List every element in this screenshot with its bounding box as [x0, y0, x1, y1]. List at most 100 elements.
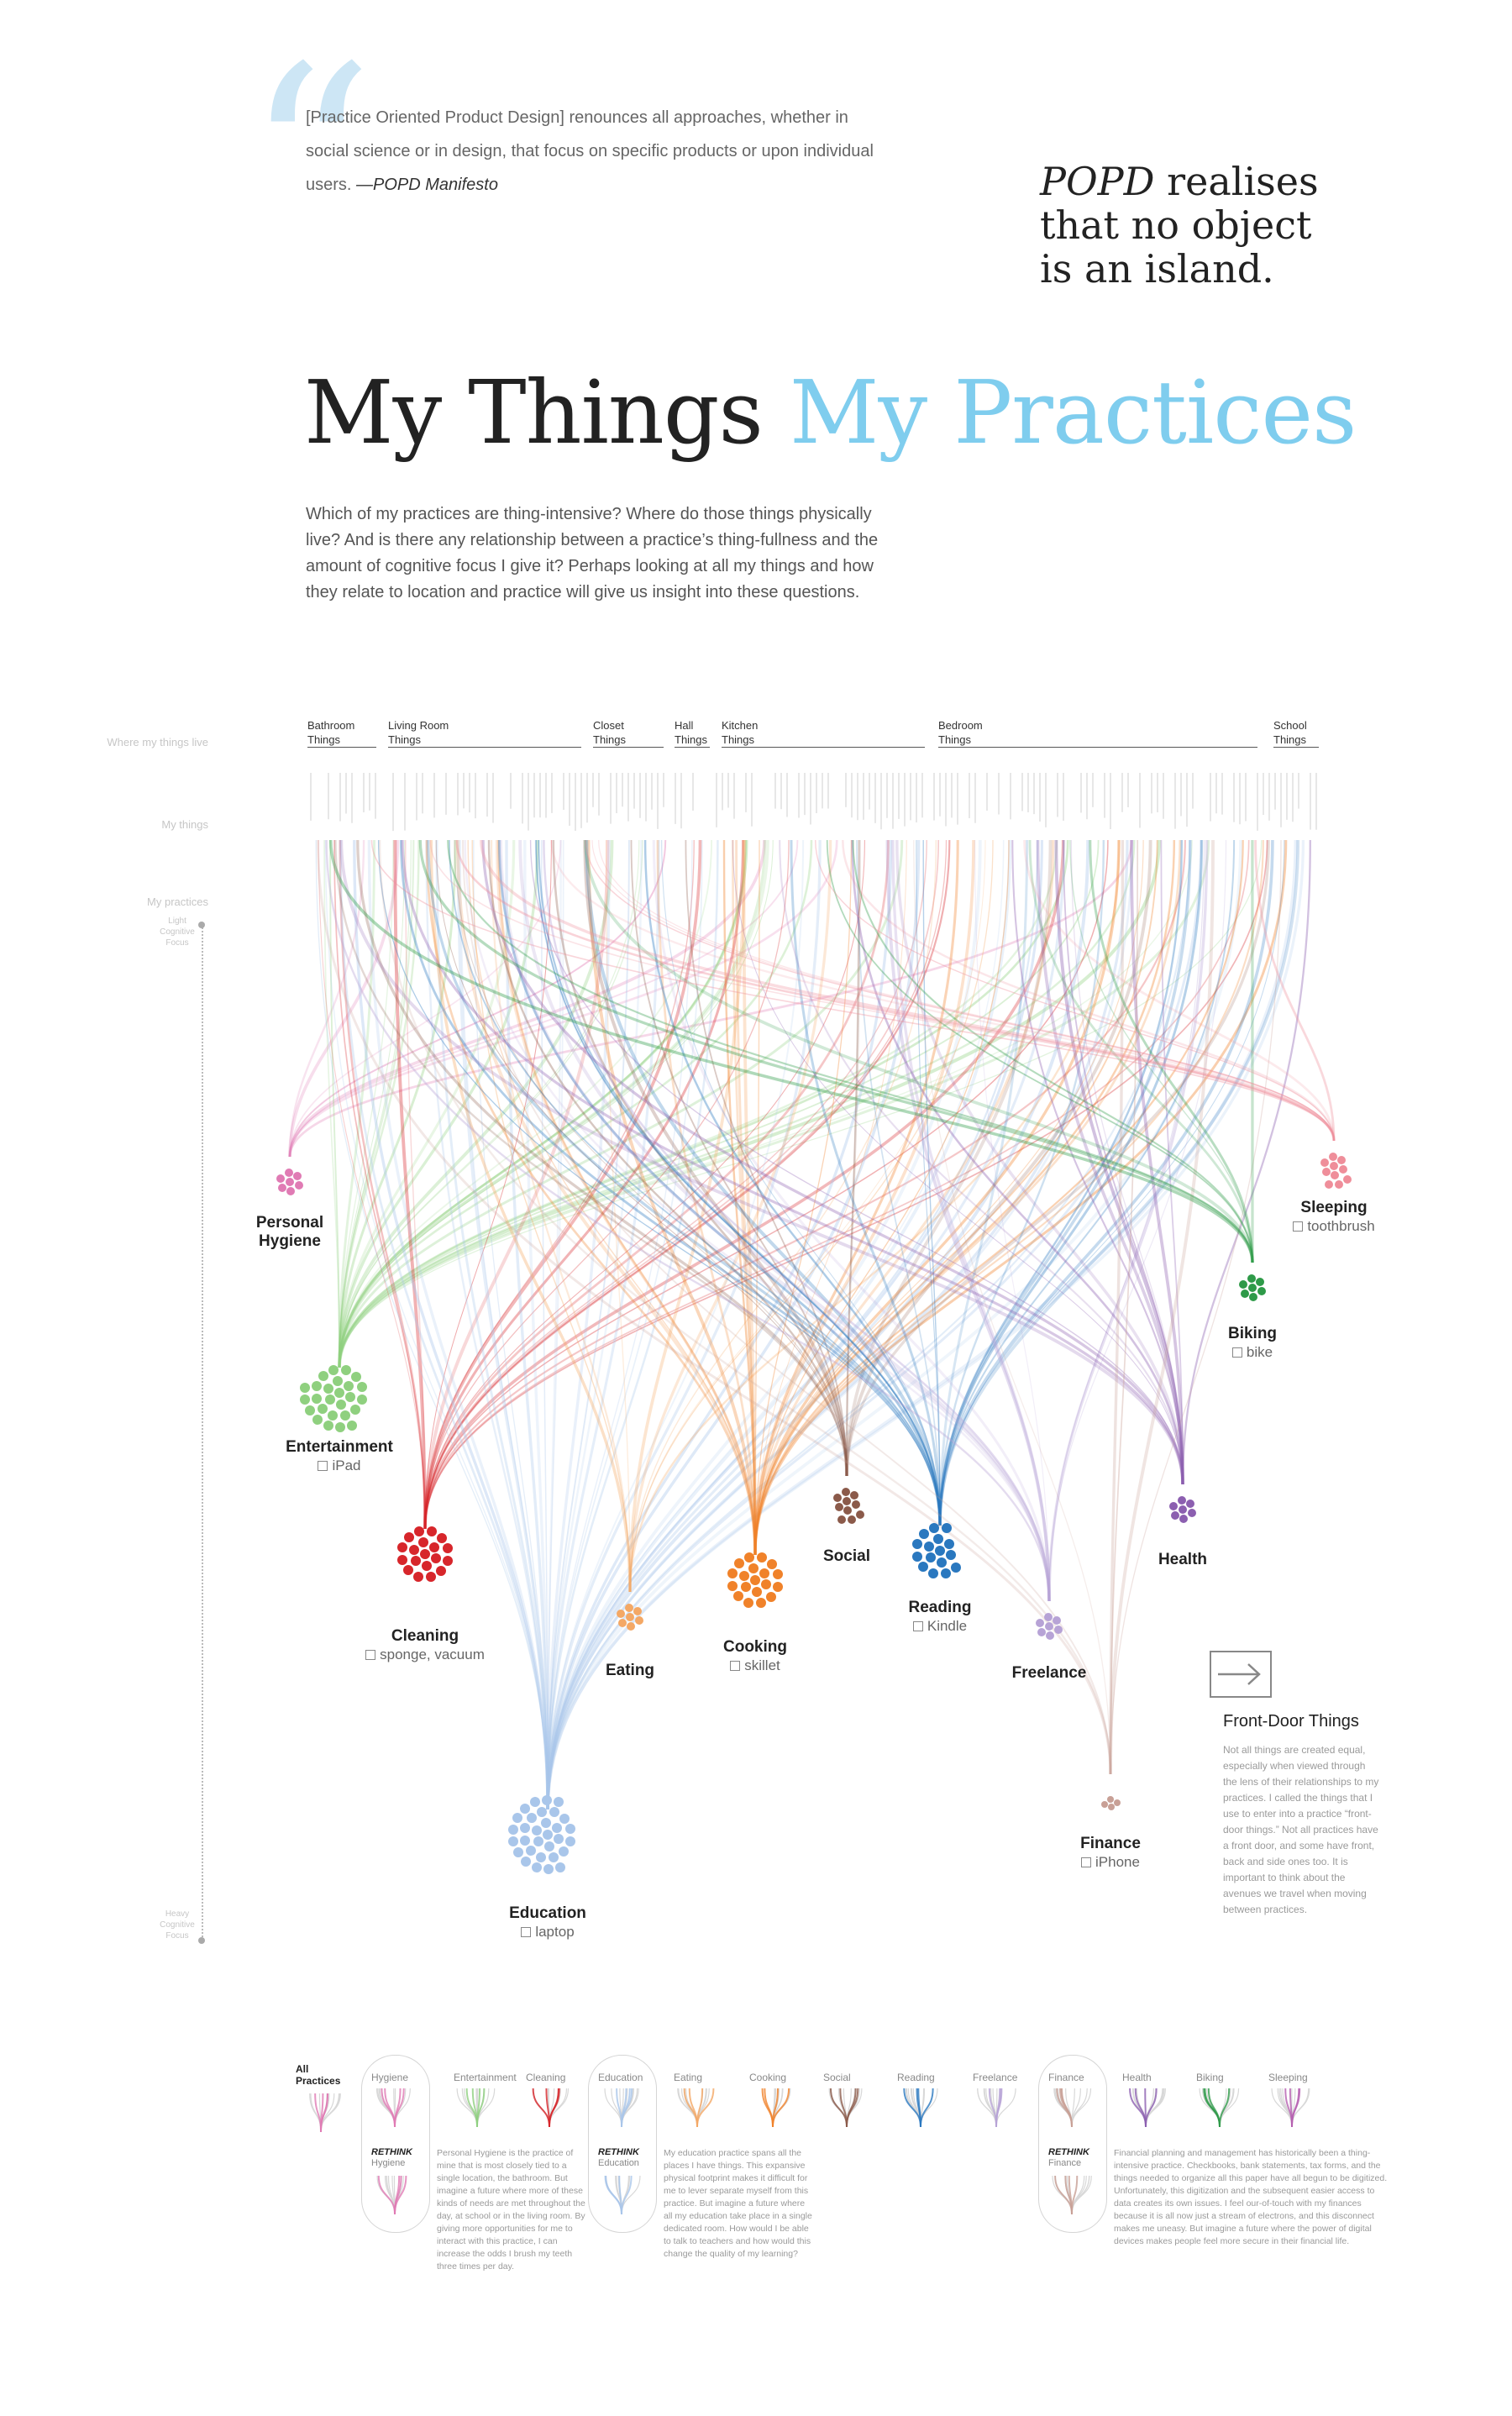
- flow-curve: [289, 839, 667, 1158]
- practice-dot: [555, 1862, 565, 1872]
- rethink-label: RETHINK Education: [598, 2147, 657, 2169]
- practice-dot: [1257, 1287, 1266, 1296]
- flow-curve: [742, 839, 757, 1556]
- flow-curve: [546, 839, 719, 1810]
- practice-dot: [727, 1568, 738, 1579]
- axis-things-label: My things: [161, 818, 208, 831]
- flow-curve: [546, 839, 1203, 1810]
- flow-curve: [487, 839, 848, 1477]
- quote-mark: “: [245, 13, 375, 306]
- flow-curve: [628, 839, 747, 1593]
- flow-curve: [815, 839, 1335, 1142]
- front-door-thing: iPhone: [1018, 1853, 1203, 1872]
- practice-dot: [760, 1579, 771, 1590]
- practice-dot: [834, 1502, 843, 1511]
- practice-dot: [339, 1410, 350, 1421]
- quote-block: [Practice Oriented Product Design] renou…: [306, 101, 877, 202]
- flow-curve: [497, 839, 942, 1526]
- flow-curve: [399, 839, 942, 1526]
- practice-dot: [766, 1558, 777, 1569]
- flow-curve: [546, 839, 822, 1810]
- flow-curve: [546, 839, 1090, 1810]
- flow-curve: [974, 839, 1050, 1602]
- page-title: My Things My Practices: [304, 361, 1357, 464]
- legend-item-thumb: [1271, 2088, 1310, 2128]
- legend-item-thumb: [375, 2088, 411, 2128]
- front-door-text: bike: [1246, 1344, 1273, 1360]
- flow-curve: [1109, 839, 1125, 1775]
- practice-dot: [751, 1586, 762, 1597]
- flow-curve: [842, 839, 1336, 1142]
- practice-dot: [541, 1818, 552, 1829]
- flow-curve: [339, 839, 640, 1368]
- flow-curve: [454, 839, 848, 1477]
- practice-dot: [766, 1591, 777, 1602]
- practice-dot: [1321, 1167, 1331, 1176]
- practice-dot: [1169, 1501, 1179, 1510]
- flow-curve: [547, 839, 693, 1810]
- flow-curve: [424, 839, 790, 1530]
- flow-curve: [424, 839, 1268, 1530]
- location-bathroom: Bathroom Things: [307, 718, 376, 748]
- flow-curve: [754, 839, 760, 1556]
- flow-curve: [732, 839, 757, 1556]
- practice-dot: [520, 1823, 531, 1834]
- practice-dot: [442, 1543, 453, 1554]
- flow-curve: [753, 839, 975, 1556]
- flow-curve: [425, 839, 757, 1556]
- practice-dot: [851, 1500, 860, 1510]
- flow-curve: [735, 839, 757, 1556]
- arrow-right-icon: [1218, 1663, 1261, 1685]
- legend-item-label: Cooking: [749, 2072, 787, 2083]
- flow-curve: [685, 839, 848, 1477]
- flow-curve: [467, 839, 756, 1556]
- flow-curve: [405, 839, 426, 1530]
- practice-dot: [951, 1562, 962, 1573]
- flow-curve: [605, 839, 631, 1593]
- flow-curve: [546, 839, 921, 1810]
- flow-curve: [546, 839, 611, 1810]
- front-door-icon: [1210, 1651, 1272, 1698]
- flow-curve: [628, 839, 1121, 1593]
- flow-curve: [1036, 839, 1184, 1485]
- flow-curve: [424, 839, 552, 1530]
- practice-name-line2: Hygiene: [259, 1232, 321, 1250]
- flow-curve: [629, 839, 937, 1593]
- flow-curve: [938, 839, 1105, 1526]
- front-door-thing: skillet: [663, 1657, 848, 1675]
- flow-curve: [856, 839, 941, 1526]
- practice-dot: [733, 1591, 744, 1602]
- flow-curve: [546, 839, 660, 1810]
- practice-dot: [335, 1399, 346, 1410]
- practice-dot: [847, 1515, 856, 1525]
- practice-dot: [925, 1552, 936, 1563]
- practice-dot: [744, 1552, 755, 1563]
- practice-dot: [733, 1558, 744, 1569]
- practice-dot: [537, 1807, 548, 1818]
- practice-dot: [548, 1851, 559, 1862]
- practice-dot: [410, 1556, 421, 1567]
- flow-curve: [628, 839, 832, 1593]
- flow-curve: [423, 839, 951, 1530]
- practice-dot: [1330, 1162, 1338, 1170]
- practice-dot: [935, 1546, 945, 1556]
- flow-curve: [546, 839, 1191, 1810]
- front-door-text: skillet: [744, 1657, 780, 1673]
- flow-curve: [459, 839, 549, 1810]
- practice-dot: [617, 1618, 627, 1627]
- flow-curve: [552, 839, 848, 1477]
- flow-curve: [289, 839, 562, 1158]
- practice-label-health: Health: [1090, 1551, 1275, 1569]
- front-door-text: iPhone: [1095, 1854, 1140, 1870]
- practice-dot: [1108, 1804, 1116, 1811]
- location-living-room: Living Room Things: [388, 718, 581, 748]
- practice-dot: [403, 1565, 414, 1576]
- flow-curve: [754, 839, 1144, 1556]
- flow-curve: [753, 839, 1244, 1556]
- practice-dot: [413, 1571, 424, 1582]
- tagline-emphasis: POPD: [1040, 159, 1155, 204]
- practice-dot: [1343, 1175, 1352, 1184]
- practice-dot: [552, 1822, 562, 1833]
- flow-curve: [338, 839, 748, 1368]
- flow-curve: [338, 839, 457, 1368]
